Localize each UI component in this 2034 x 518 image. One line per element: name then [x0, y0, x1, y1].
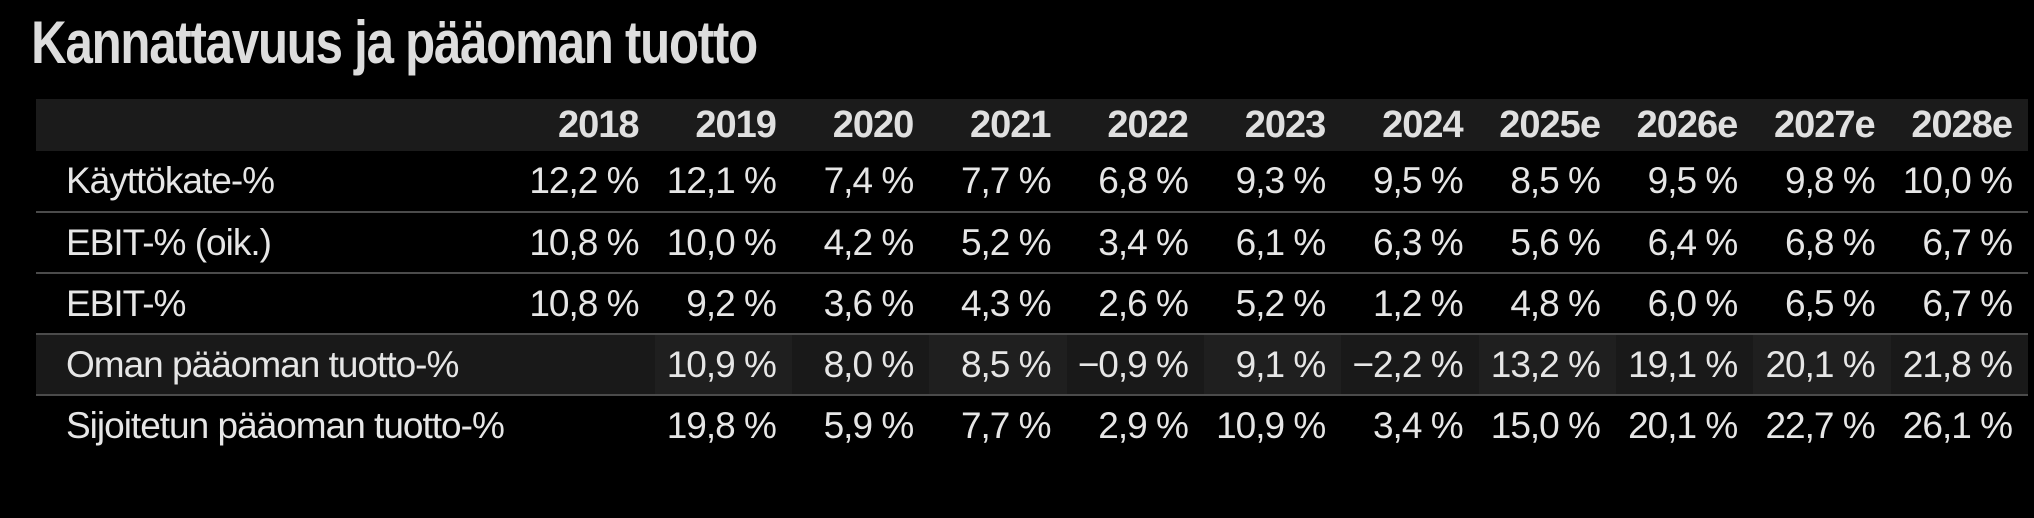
value-cell: 8,5 % — [1510, 160, 1601, 201]
year-column-header: 2027e — [1773, 103, 1876, 146]
value-cell — [517, 395, 654, 456]
value-cell: 19,8 % — [666, 405, 777, 446]
value-cell: 9,5 % — [1372, 160, 1464, 201]
value-cell: 20,1 % — [1628, 405, 1738, 446]
table-header-row: 2018 2019 2020 2021 2022 2023 2024 2025e 2026e 20… — [36, 99, 2028, 151]
value-cell: 12,1 % — [666, 160, 777, 201]
table-row: Sijoitetun pääoman tuotto-% 19,8 % 5,9 % 7,… — [36, 395, 2028, 456]
value-cell: 7,7 % — [960, 405, 1052, 446]
value-cell: 2,9 % — [1098, 405, 1189, 446]
page-title: Kannattavuus ja pääoman tuotto — [31, 9, 758, 76]
year-column-header: 2023 — [1244, 103, 1327, 146]
value-cell: 21,8 % — [1902, 343, 2013, 385]
value-cell: 10,8 % — [529, 282, 639, 324]
year-column-header: 2026e — [1636, 103, 1739, 146]
year-column-header: 2021 — [970, 103, 1052, 146]
year-column-header: 2022 — [1107, 103, 1189, 146]
value-cell: 3,4 % — [1098, 221, 1189, 263]
table-body: Käyttökate-% 12,2 % 12,1 % 7,4 % 7,7 % 6,8 % 9… — [36, 151, 2028, 456]
table-row: EBIT-% (oik.) 10,8 % 10,0 % 4,2 % 5,2 % 3,4 %… — [36, 212, 2028, 273]
table-row: Oman pääoman tuotto-% 10,9 % 8,0 % 8,5 % −0,… — [36, 334, 2028, 395]
value-cell: 3,6 % — [823, 282, 915, 324]
value-cell: 5,9 % — [823, 405, 915, 446]
value-cell: 20,1 % — [1753, 334, 1891, 395]
value-cell: 6,4 % — [1647, 221, 1739, 263]
value-cell: 1,2 % — [1372, 282, 1464, 324]
year-column-header: 2019 — [695, 103, 777, 146]
value-cell: 8,5 % — [929, 334, 1067, 395]
year-column-header: 2024 — [1382, 103, 1464, 146]
value-cell: 10,0 % — [666, 221, 777, 263]
value-cell: 5,2 % — [960, 221, 1052, 263]
value-cell: 6,1 % — [1235, 221, 1327, 263]
value-cell: 2,6 % — [1098, 282, 1189, 324]
value-cell: 7,4 % — [823, 160, 915, 201]
value-cell: 6,7 % — [1922, 282, 2013, 324]
value-cell: 6,7 % — [1922, 221, 2013, 263]
value-cell: 6,8 % — [1785, 221, 1876, 263]
value-cell: −0,9 % — [1077, 343, 1189, 385]
row-label: Oman pääoman tuotto-% — [66, 343, 459, 385]
table-row: EBIT-% 10,8 % 9,2 % 3,6 % 4,3 % 2,6 % 5,2 % 1,2… — [36, 273, 2028, 334]
value-cell: 13,2 % — [1478, 334, 1616, 395]
value-cell — [517, 334, 654, 395]
row-label: EBIT-% (oik.) — [66, 221, 272, 263]
row-label: Käyttökate-% — [66, 160, 275, 201]
value-cell: 5,6 % — [1510, 221, 1601, 263]
value-cell: 10,9 % — [654, 334, 792, 395]
value-cell: −2,2 % — [1352, 343, 1463, 385]
value-cell: 8,0 % — [823, 343, 915, 385]
value-cell: 3,4 % — [1372, 405, 1464, 446]
row-label: Sijoitetun pääoman tuotto-% — [66, 405, 505, 446]
value-cell: 9,2 % — [686, 282, 777, 324]
table-row: Käyttökate-% 12,2 % 12,1 % 7,4 % 7,7 % 6,8 % 9… — [36, 151, 2028, 212]
value-cell: 10,8 % — [529, 221, 639, 263]
value-cell: 10,9 % — [1216, 405, 1326, 446]
value-cell: 12,2 % — [529, 160, 639, 201]
profitability-table: 2018 2019 2020 2021 2022 2023 2024 2025e 2026e 20… — [36, 99, 2028, 456]
value-cell: 6,5 % — [1785, 282, 1876, 324]
value-cell: 7,7 % — [960, 160, 1052, 201]
value-cell: 4,3 % — [960, 282, 1052, 324]
row-label: EBIT-% — [66, 282, 186, 324]
value-cell: 6,8 % — [1098, 160, 1189, 201]
year-column-header: 2020 — [832, 103, 915, 146]
value-cell: 19,1 % — [1628, 343, 1738, 385]
value-cell: 4,8 % — [1510, 282, 1601, 324]
value-cell: 9,5 % — [1647, 160, 1739, 201]
value-cell: 15,0 % — [1490, 405, 1601, 446]
value-cell: 26,1 % — [1902, 405, 2013, 446]
year-column-header: 2018 — [558, 103, 640, 146]
value-cell: 6,3 % — [1372, 221, 1464, 263]
value-cell: 9,8 % — [1785, 160, 1876, 201]
value-cell: 9,3 % — [1235, 160, 1327, 201]
value-cell: 4,2 % — [823, 221, 915, 263]
value-cell: 10,0 % — [1902, 160, 2013, 201]
year-column-header: 2028e — [1911, 103, 2013, 146]
value-cell: 5,2 % — [1235, 282, 1327, 324]
value-cell: 22,7 % — [1765, 405, 1875, 446]
value-cell: 6,0 % — [1647, 282, 1739, 324]
year-column-header: 2025e — [1499, 103, 1601, 146]
corner-header-cell — [36, 99, 517, 151]
value-cell: 9,1 % — [1203, 334, 1342, 395]
